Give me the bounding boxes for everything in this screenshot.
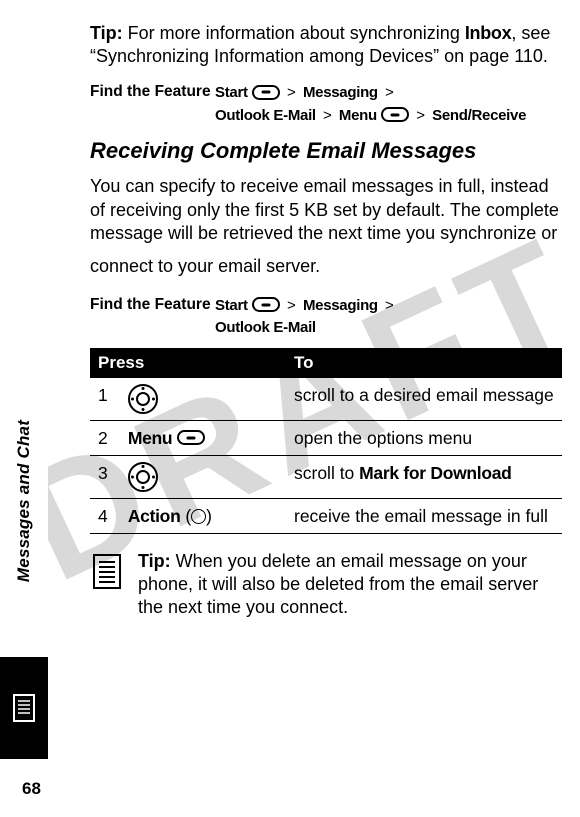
- step-to: scroll to Mark for Download: [286, 455, 562, 498]
- ftf2-label: Find the Feature: [90, 295, 215, 315]
- sidebar-label: Messages and Chat: [14, 420, 34, 582]
- tip-paragraph-1: Tip: For more information about synchron…: [90, 22, 562, 68]
- step-num: 3: [90, 455, 120, 498]
- step-press: [120, 455, 286, 498]
- tip-label: Tip:: [90, 23, 128, 43]
- sidebar-tab: Messages and Chat: [0, 397, 48, 657]
- ftf2-start: Start: [215, 297, 248, 314]
- ftf2-outlook: Outlook E-Mail: [215, 319, 316, 336]
- step-press: Menu: [120, 420, 286, 455]
- ftf2-steps: Start > Messaging > Outlook E-Mail: [215, 295, 397, 340]
- r3-to-b: Mark for Download: [359, 463, 511, 483]
- tip1-text-a: For more information about synchronizing: [128, 23, 465, 43]
- table-row: 3 scroll to Mark for Download: [90, 455, 562, 498]
- sep: >: [385, 297, 394, 314]
- step-to: open the options menu: [286, 420, 562, 455]
- table-row: 1 scroll to a desired email message: [90, 378, 562, 421]
- note-icon: [90, 552, 126, 598]
- section-heading: Receiving Complete Email Messages: [90, 137, 562, 165]
- paragraph-1a: You can specify to receive email message…: [90, 175, 562, 245]
- action-icon: [191, 509, 206, 524]
- ftf2-messaging: Messaging: [303, 297, 378, 314]
- r3-to-a: scroll to: [294, 463, 359, 483]
- sep: >: [416, 107, 425, 124]
- step-to: receive the email message in full: [286, 498, 562, 533]
- table-row: 4 Action () receive the email message in…: [90, 498, 562, 533]
- find-the-feature-1: Find the Feature Start > Messaging > Out…: [90, 82, 562, 127]
- sep: >: [287, 297, 296, 314]
- step-press: Action (): [120, 498, 286, 533]
- ftf1-label: Find the Feature: [90, 82, 215, 102]
- step-num: 4: [90, 498, 120, 533]
- ftf1-outlook: Outlook E-Mail: [215, 107, 316, 124]
- find-the-feature-2: Find the Feature Start > Messaging > Out…: [90, 295, 562, 340]
- document-icon: [9, 693, 39, 723]
- steps-table: Press To 1 scroll to a desired email mes…: [90, 348, 562, 535]
- tip2-text: Tip: When you delete an email message on…: [138, 550, 562, 619]
- softkey-icon: [177, 430, 205, 445]
- action-label: Action: [128, 506, 181, 526]
- ftf1-steps: Start > Messaging > Outlook E-Mail > Men…: [215, 82, 526, 127]
- step-to: scroll to a desired email message: [286, 378, 562, 421]
- step-press: [120, 378, 286, 421]
- tip2-prefix: Tip:: [138, 551, 176, 571]
- th-to: To: [286, 348, 562, 378]
- ftf1-sendreceive: Send/Receive: [432, 107, 526, 124]
- sidebar-lower-block: [0, 657, 48, 759]
- tip2-body: When you delete an email message on your…: [138, 551, 538, 617]
- menu-label: Menu: [128, 428, 173, 448]
- paragraph-1b: connect to your email server.: [90, 255, 562, 284]
- sep: >: [287, 84, 296, 101]
- nav-icon: [128, 384, 158, 414]
- softkey-icon: [381, 107, 409, 122]
- th-press: Press: [90, 348, 286, 378]
- softkey-icon: [252, 297, 280, 312]
- step-num: 1: [90, 378, 120, 421]
- ftf1-messaging: Messaging: [303, 84, 378, 101]
- tip1-inbox: Inbox: [465, 23, 512, 43]
- table-row: 2 Menu open the options menu: [90, 420, 562, 455]
- softkey-icon: [252, 85, 280, 100]
- ftf1-menu: Menu: [339, 107, 377, 124]
- ftf1-start: Start: [215, 84, 248, 101]
- tip-paragraph-2: Tip: When you delete an email message on…: [90, 550, 562, 619]
- page-number: 68: [22, 779, 41, 799]
- sep: >: [323, 107, 332, 124]
- sep: >: [385, 84, 394, 101]
- step-num: 2: [90, 420, 120, 455]
- nav-icon: [128, 462, 158, 492]
